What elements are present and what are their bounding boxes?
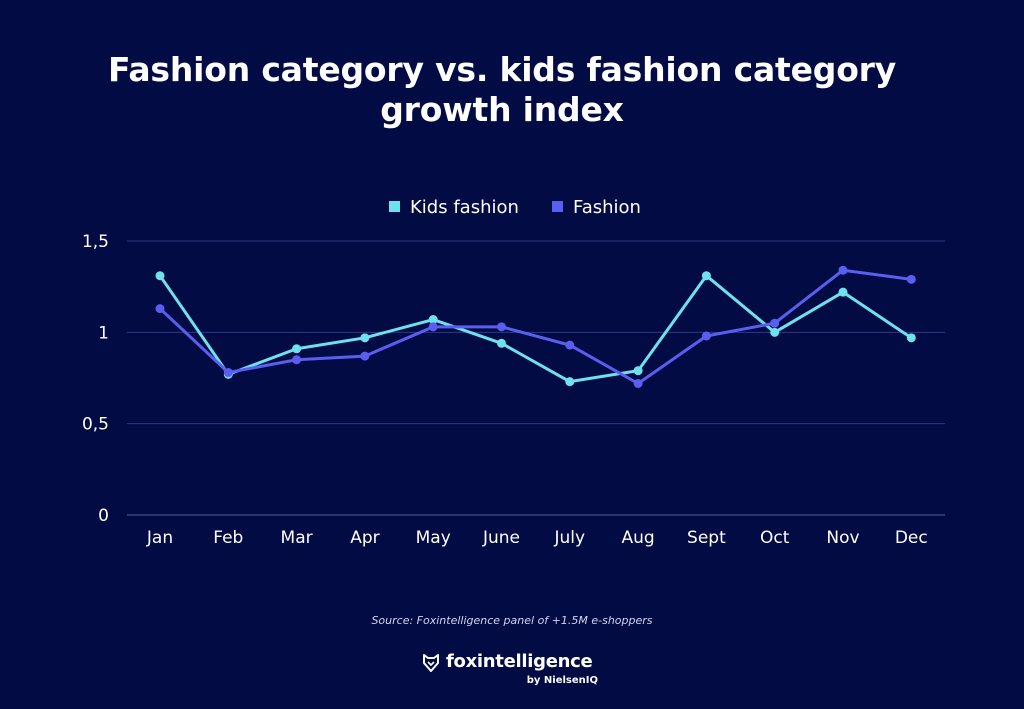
- series: [155, 265, 916, 388]
- x-tick-label: Apr: [350, 528, 379, 548]
- x-tick-label: June: [482, 528, 520, 548]
- data-point: [292, 344, 302, 354]
- data-point: [565, 377, 575, 387]
- data-point: [360, 333, 370, 343]
- data-point: [906, 333, 916, 343]
- legend: Kids fashion Fashion: [389, 197, 641, 218]
- series-0: [155, 271, 916, 387]
- y-tick-label: 1,5: [82, 232, 109, 252]
- data-point: [633, 378, 643, 388]
- x-tick-label: Mar: [281, 528, 313, 548]
- x-tick-label: Nov: [826, 528, 859, 548]
- data-point: [633, 366, 643, 376]
- data-point: [223, 368, 233, 378]
- data-point: [155, 271, 165, 281]
- x-tick-label: Sept: [687, 528, 726, 548]
- data-point: [360, 351, 370, 361]
- y-axis-ticks: 0 0,5 1 1,5: [82, 232, 109, 526]
- x-tick-label: Jan: [146, 528, 173, 548]
- x-tick-label: July: [554, 528, 586, 548]
- logo-sub: by NielsenIQ: [526, 675, 598, 686]
- x-tick-label: Feb: [213, 528, 243, 548]
- data-point: [292, 355, 302, 365]
- chart-title-line-2: growth index: [380, 90, 624, 129]
- logo-brand: foxintelligence: [446, 651, 593, 672]
- data-point: [770, 327, 780, 337]
- data-point: [565, 340, 575, 350]
- x-tick-label: May: [416, 528, 451, 548]
- data-point: [428, 315, 438, 325]
- series-1: [155, 265, 916, 388]
- data-point: [701, 271, 711, 281]
- fox-shield-icon: [423, 654, 439, 672]
- brand-logo: foxintelligence by NielsenIQ: [420, 651, 610, 691]
- y-tick-label: 1: [98, 323, 109, 343]
- data-point: [155, 304, 165, 314]
- y-tick-label: 0: [98, 506, 109, 526]
- line-chart: 0 0,5 1 1,5 Jan Feb Mar Apr May June July Aug Sept O…: [82, 197, 945, 548]
- series-line: [158, 268, 913, 385]
- x-tick-label: Dec: [895, 528, 928, 548]
- x-tick-label: Aug: [621, 528, 654, 548]
- data-point: [497, 322, 506, 332]
- legend-swatch: [552, 201, 563, 212]
- data-point: [906, 274, 916, 284]
- data-point: [838, 265, 848, 275]
- grid-lines: [127, 240, 945, 516]
- data-point: [770, 318, 780, 328]
- data-point: [701, 331, 711, 341]
- chart-title-line-1: Fashion category vs. kids fashion catego…: [107, 50, 897, 89]
- x-axis-ticks: Jan Feb Mar Apr May June July Aug Sept Oct Nov Dec: [146, 528, 928, 548]
- series-line: [158, 274, 913, 384]
- legend-swatch: [389, 201, 400, 212]
- source-note: Source: Foxintelligence panel of +1.5M e…: [371, 614, 653, 627]
- x-tick-label: Oct: [760, 528, 790, 548]
- data-point: [428, 322, 438, 332]
- y-tick-label: 0,5: [82, 415, 109, 435]
- data-point: [838, 287, 848, 297]
- legend-label: Kids fashion: [410, 197, 519, 218]
- chart-title: Fashion category vs. kids fashion catego…: [0, 50, 1004, 130]
- data-point: [497, 338, 506, 348]
- legend-label: Fashion: [573, 197, 641, 218]
